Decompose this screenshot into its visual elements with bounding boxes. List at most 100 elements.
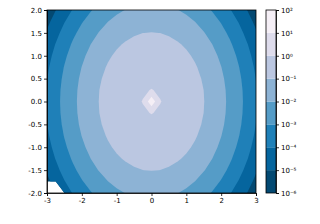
tick-label: 10¹ [281,30,293,38]
tick: 1 [185,193,189,205]
tick-mark [44,56,47,57]
tick-label: 10⁻² [281,98,297,106]
tick-label: 10⁻⁶ [281,190,297,198]
tick-mark [276,10,279,11]
plot-area [47,10,256,193]
contour-band [47,10,256,193]
tick-label: 0.0 [31,98,42,106]
tick-mark [44,193,47,194]
tick-mark [276,79,279,80]
contour-band [60,10,243,193]
tick-mark [276,147,279,148]
tick: -3 [44,193,51,205]
tick-mark [276,193,279,194]
tick-mark [276,102,279,103]
tick-label: 10⁻¹ [281,75,297,83]
tick: 2.0 [31,7,47,15]
tick: 0.0 [31,98,47,106]
tick-mark [44,10,47,11]
colorbar [266,10,276,193]
tick-mark [276,56,279,57]
tick: 10⁻⁵ [276,167,297,175]
contour-band [47,10,256,193]
tick-label: -1.0 [28,144,42,152]
tick-label: -3 [44,197,51,205]
tick-mark [44,124,47,125]
y-axis: -2.0 -1.5 -1.0 -0.5 0.0 0.5 1.0 1.5 2.0 [28,7,47,198]
tick: 0 [150,193,154,205]
tick-label: 2.0 [31,7,42,15]
tick: -1 [114,193,121,205]
tick-label: 10⁻⁵ [281,167,297,175]
tick-mark [44,33,47,34]
tick-label: 1.5 [31,30,42,38]
tick: 10⁰ [276,52,293,60]
tick-label: 0 [150,197,154,205]
tick: 1.5 [31,30,47,38]
colorbar-band [266,33,276,56]
tick-mark [256,193,257,196]
plot-frame [47,10,256,193]
axis-line [44,11,48,194]
tick-mark [82,193,83,196]
axis-line [48,194,257,197]
tick-mark [44,170,47,171]
chart-container: -3 -2 -1 0 1 2 3 -2.0 -1.5 -1.0 -0.5 0.0 0.5 1.0 1.5 2.… [0,0,320,224]
tick-mark [221,193,222,196]
masked-cell [51,187,60,193]
tick-mark [276,124,279,125]
tick: 2 [219,193,223,205]
colorbar-band [266,147,276,170]
contour-band [47,10,256,193]
x-axis: -3 -2 -1 0 1 2 3 [44,193,259,205]
colorbar-band [266,102,276,125]
colorbar-frame [266,10,276,193]
colorbar-axis: 10⁻⁶ 10⁻⁵ 10⁻⁴ 10⁻³ 10⁻² 10⁻¹ 10⁰ 10¹ 10² [276,7,297,198]
axis-line [277,11,280,194]
colorbar-band [266,56,276,79]
tick-mark [44,79,47,80]
tick: -0.5 [28,121,47,129]
tick: -2 [79,193,86,205]
tick: 1.0 [31,52,47,60]
tick-label: 10⁰ [281,52,293,60]
colorbar-band [266,124,276,147]
contour-band [148,97,155,107]
tick-label: -0.5 [28,121,42,129]
tick-mark [44,147,47,148]
colorbar-band [266,79,276,102]
tick: 10⁻³ [276,121,297,129]
tick-mark [186,193,187,196]
tick-mark [276,33,279,34]
colorbar-band [266,10,276,33]
contour-band [142,89,162,115]
tick: 3 [254,193,258,205]
tick-label: -1 [114,197,121,205]
chart-svg: -3 -2 -1 0 1 2 3 -2.0 -1.5 -1.0 -0.5 0.0 0.5 1.0 1.5 2.… [0,0,320,224]
contour-band [99,32,205,171]
tick-label: 1.0 [31,52,42,60]
tick-label: 3 [254,197,258,205]
tick-label: 1 [185,197,189,205]
tick: 10⁻² [276,98,297,106]
tick-label: -2.0 [28,190,42,198]
contour-band [77,10,226,193]
tick-label: -1.5 [28,167,42,175]
tick: 10⁻⁴ [276,144,297,152]
tick: 10² [276,7,293,15]
tick-label: 10² [281,7,293,15]
tick: 0.5 [31,75,47,83]
colorbar-band [266,170,276,193]
tick-label: 2 [219,197,223,205]
tick: -1.5 [28,167,47,175]
tick-label: 0.5 [31,75,42,83]
tick-label: 10⁻⁴ [281,144,297,152]
tick: 10⁻¹ [276,75,297,83]
tick-label: 10⁻³ [281,121,297,129]
tick-label: -2 [79,197,86,205]
tick: 10¹ [276,30,293,38]
tick-mark [276,170,279,171]
tick-mark [44,102,47,103]
tick: -2.0 [28,190,47,198]
tick-mark [152,193,153,196]
